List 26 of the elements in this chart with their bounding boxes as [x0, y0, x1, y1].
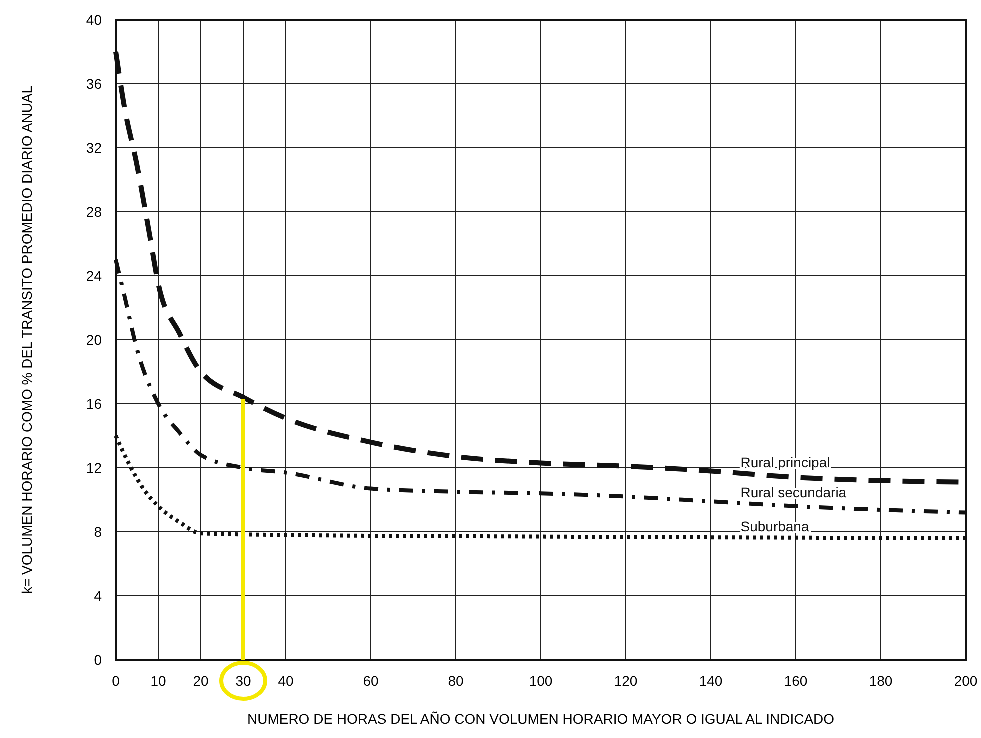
x-tick-label: 140	[699, 673, 723, 689]
x-tick-label: 100	[529, 673, 553, 689]
x-tick-label: 120	[614, 673, 638, 689]
y-tick-label: 32	[86, 140, 102, 156]
y-tick-label: 40	[86, 12, 102, 28]
x-tick-label: 20	[193, 673, 209, 689]
x-tick-label: 160	[784, 673, 808, 689]
x-tick-label: 60	[363, 673, 379, 689]
y-tick-label: 8	[94, 524, 102, 540]
y-tick-label: 0	[94, 652, 102, 668]
x-tick-label: 0	[112, 673, 120, 689]
y-tick-label: 12	[86, 460, 102, 476]
x-tick-label: 10	[150, 673, 166, 689]
y-tick-label: 20	[86, 332, 102, 348]
y-tick-label: 28	[86, 204, 102, 220]
x-tick-label: 180	[869, 673, 893, 689]
y-tick-label: 24	[86, 268, 102, 284]
x-tick-label: 40	[278, 673, 294, 689]
x-tick-label: 200	[954, 673, 978, 689]
y-axis-title: k= VOLUMEN HORARIO COMO % DEL TRANSITO PROMEDIO DIARIO ANUAL	[19, 86, 35, 594]
x-axis-title: NUMERO DE HORAS DEL AÑO CON VOLUMEN HORARIO MAYOR O IGUAL AL INDICADO	[247, 711, 835, 727]
x-tick-label: 30	[236, 673, 252, 689]
y-tick-label: 4	[94, 588, 102, 604]
y-tick-label: 36	[86, 76, 102, 92]
x-tick-label: 80	[448, 673, 464, 689]
y-tick-label: 16	[86, 396, 102, 412]
